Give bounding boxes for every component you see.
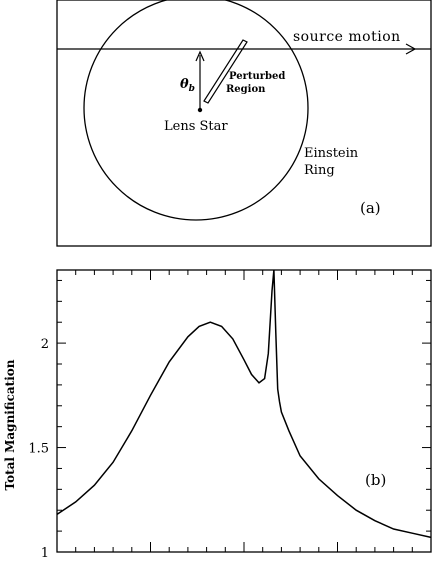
lens-star-label: Lens Star (164, 119, 228, 134)
y-tick-label: 1.5 (28, 442, 49, 457)
source-motion-label: source motion (293, 29, 401, 45)
perturbed-region-label-line2: Region (226, 84, 266, 95)
panel-a-tag: (a) (360, 199, 381, 217)
panel-a: source motion θb Lens Star Perturbed Reg… (56, 0, 432, 247)
panel-b: 11.52 Total Magnification (b) (3, 269, 432, 561)
perturbed-region (203, 39, 248, 104)
magnification-curve (56, 269, 432, 539)
theta-b-label: θb (180, 77, 195, 94)
y-ticks (57, 279, 431, 553)
y-tick-label: 1 (41, 546, 49, 561)
panel-b-tag: (b) (365, 471, 386, 489)
theta-b-arrowhead (195, 50, 205, 62)
panel-b-frame (56, 269, 432, 553)
y-axis-label: Total Magnification (3, 359, 17, 490)
y-tick-label: 2 (41, 337, 49, 352)
source-motion-arrowhead (405, 43, 417, 55)
x-ticks (56, 270, 432, 552)
y-tick-labels: 11.52 (28, 337, 49, 561)
perturbed-region-label-line1: Perturbed (229, 71, 285, 82)
einstein-ring (83, 0, 309, 221)
einstein-ring-label-line2: Ring (304, 163, 335, 178)
einstein-ring-label-line1: Einstein (304, 146, 359, 161)
panel-a-frame (56, 0, 432, 247)
lens-star-dot (197, 107, 203, 113)
